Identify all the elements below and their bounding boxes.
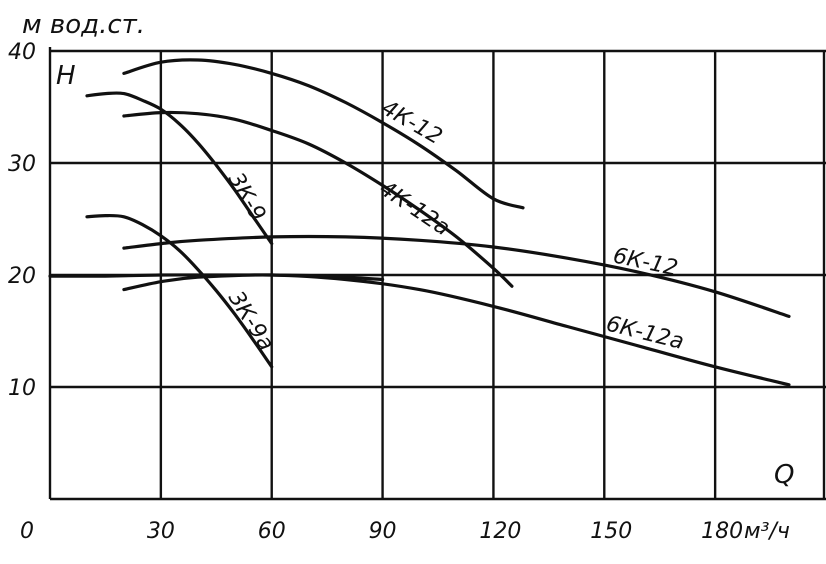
x-tick-label: 150 (590, 519, 632, 544)
series-line-baseline (48, 273, 385, 282)
series-line-3к-9а (85, 213, 274, 369)
x-tick-label: 180 (701, 519, 743, 544)
y-unit-label: м вод.ст. (22, 10, 145, 40)
series-label: 3К-9а (223, 287, 279, 355)
series-line-6к-12а (122, 273, 791, 387)
series-line-4к-12 (122, 58, 525, 210)
curves (48, 58, 791, 387)
y-tick-label: 40 (8, 40, 36, 65)
y-tick-label: 30 (8, 152, 36, 177)
y-tick-label: 10 (8, 376, 36, 401)
series-line-6к-12 (122, 234, 791, 318)
x-tick-label: 60 (258, 519, 286, 544)
x-tick-label: 30 (147, 519, 175, 544)
series-label: 4К-12а (375, 176, 454, 241)
x-tick-label: 120 (479, 519, 521, 544)
series-label: 3К-9 (223, 169, 270, 226)
series-line-4к-12а (122, 110, 514, 288)
x-unit-label: м³/ч (744, 519, 790, 544)
grid (48, 47, 826, 501)
x-tick-label: 0 (20, 519, 34, 544)
series-line-3к-9 (85, 91, 274, 246)
x-symbol: Q (774, 460, 794, 490)
x-tick-label: 90 (369, 519, 397, 544)
y-symbol: H (56, 61, 76, 91)
labels: 0 30 60 90 120 150 180102030404К-124К-12а3К-93… (8, 40, 743, 544)
y-tick-label: 20 (8, 264, 36, 289)
